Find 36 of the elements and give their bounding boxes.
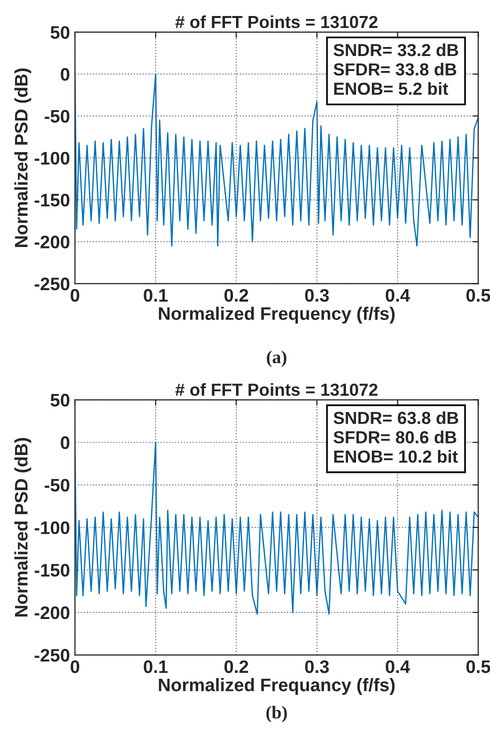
x-tick-label: 0.4 [386,660,410,674]
y-tick-label: -200 [34,606,70,620]
x-tick-label: 0.5 [466,660,490,674]
y-axis-title: Normalized PSD (dB) [14,438,32,616]
x-tick-label: 0.5 [466,288,490,302]
x-tick-label: 0 [70,660,80,674]
y-tick-label: 50 [50,394,70,407]
y-tick-label: -150 [34,564,70,577]
x-tick-label: 0.3 [305,660,329,674]
y-tick-label: -250 [34,648,70,662]
text: (a) [266,350,286,367]
y-tick-label: -250 [34,278,70,290]
y-tick-label: -200 [34,236,70,248]
annotation: SNDR= 63.8 dB SFDR= 80.6 dB ENOB= 10.2 bit [334,411,458,463]
x-tick-label: 0.1 [144,288,168,302]
y-tick-label: 0 [60,68,70,81]
y-tick-label: -100 [34,521,70,534]
chart-title: # of FFT Points = 131072 [175,383,378,396]
x-tick-label: 0.3 [305,288,329,302]
y-tick-label: -50 [44,478,70,492]
x-axis-title: Normalized Frequancy (f/fs) [158,678,395,695]
x-tick-label: 0.2 [224,288,248,302]
annotation: SNDR= 33.2 dB SFDR= 33.8 dB ENOB= 5.2 bit [334,43,458,95]
x-tick-label: 0 [70,288,80,302]
y-tick-label: 50 [50,26,70,39]
y-tick-label: -100 [34,152,70,165]
x-tick-label: 0.1 [144,660,168,674]
y-axis-title: Normalized PSD (dB) [14,68,32,247]
y-tick-label: 0 [60,436,70,450]
text: (b) [266,706,287,722]
x-axis-title: Normalized Frequency (f/fs) [158,306,395,324]
x-tick-label: 0.4 [386,288,410,302]
chart-title: # of FFT Points = 131072 [175,15,378,28]
x-tick-label: 0.2 [224,660,248,674]
y-tick-label: -50 [44,110,70,123]
y-tick-label: -150 [34,194,70,207]
